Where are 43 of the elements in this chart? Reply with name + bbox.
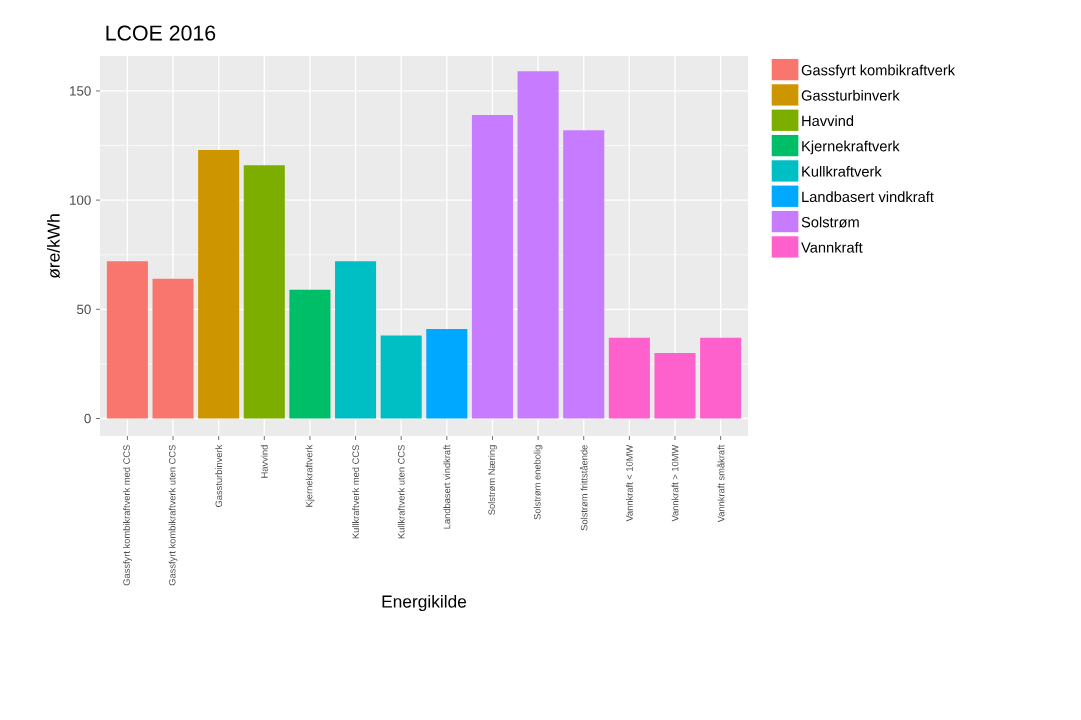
x-tick-label: Solstrøm enebolig: [533, 445, 543, 520]
y-tick-label: 50: [77, 304, 91, 315]
legend-label: Gassfyrt kombikraftverk: [801, 64, 956, 79]
x-tick-label: Gassfyrt kombikraftverk med CCS: [123, 445, 132, 586]
bar: [471, 114, 513, 419]
bar: [106, 261, 148, 419]
y-tick-label: 0: [84, 413, 91, 424]
bar: [198, 149, 240, 419]
legend-label: Vannkraft: [801, 241, 863, 253]
x-tick-label: Havvind: [260, 445, 268, 478]
legend-label: Kullkraftverk: [802, 165, 882, 177]
x-tick-label: Landbasert vindkraft: [443, 444, 451, 529]
y-tick-label: 100: [70, 195, 91, 205]
bar: [335, 261, 377, 419]
bar: [608, 337, 650, 419]
bar: [426, 328, 468, 419]
bar: [700, 337, 742, 419]
bar: [243, 165, 285, 419]
x-axis-title: Energikilde: [382, 594, 467, 612]
legend-label: Havvind: [802, 115, 854, 127]
x-tick-label: Kjernekraftverk: [305, 444, 315, 507]
x-tick-label: Vannkraft småkraft: [716, 444, 725, 523]
bar: [289, 289, 331, 419]
x-tick-label: Kullkraftverk med CCS: [352, 445, 359, 539]
legend-label: Solstrøm: [801, 216, 859, 228]
x-tick-label: Kullkraftverk uten CCS: [397, 445, 405, 539]
bar: [654, 353, 696, 419]
legend-label: Gassturbinverk: [801, 89, 900, 101]
x-tick-label: Vannkraft < 10MW: [625, 444, 633, 522]
y-axis-title: øre/kWh: [47, 214, 60, 279]
chart-title: LCOE 2016: [106, 25, 216, 41]
x-tick-label: Gassfyrt kombikraftverk uten CCS: [168, 445, 178, 586]
x-tick-label: Solstrøm Næring: [488, 445, 497, 515]
x-tick-label: Gassturbinverk: [215, 444, 223, 507]
legend-label: Kjernekraftverk: [802, 140, 900, 155]
bar: [380, 335, 422, 419]
bar: [563, 130, 605, 419]
x-tick-label: Vannkraft > 10MW: [671, 444, 679, 522]
x-tick-label: Solstrøm frittstående: [579, 445, 588, 531]
bar: [517, 71, 559, 419]
legend-label: Landbasert vindkraft: [802, 191, 934, 203]
bar: [152, 278, 194, 419]
y-tick-label: 150: [70, 86, 91, 96]
